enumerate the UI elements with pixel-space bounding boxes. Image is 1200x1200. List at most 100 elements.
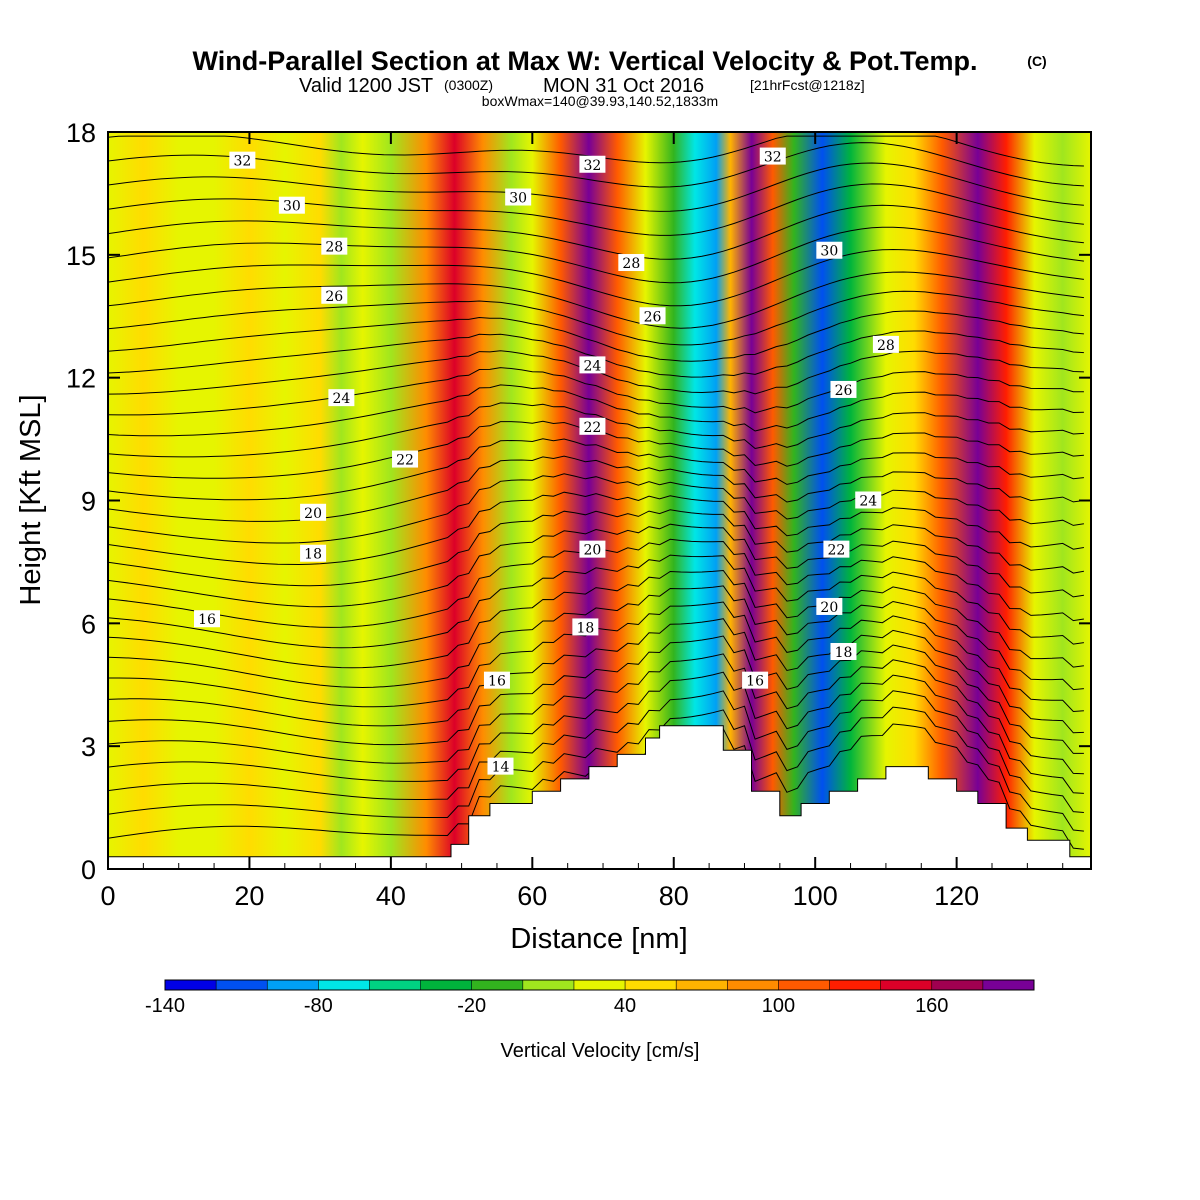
theta-contour-line bbox=[108, 473, 1084, 544]
x-tick-label: 100 bbox=[793, 881, 838, 911]
colorbar-swatch bbox=[318, 980, 370, 990]
contour-label-text: 28 bbox=[877, 338, 895, 354]
contour-label: 18 bbox=[572, 618, 599, 636]
x-tick-label: 80 bbox=[659, 881, 689, 911]
contour-label-text: 32 bbox=[764, 150, 782, 166]
contour-label-text: 16 bbox=[198, 612, 216, 628]
contour-label: 28 bbox=[321, 237, 348, 256]
theta-contour-line bbox=[108, 618, 1084, 734]
valid-time: Valid 1200 JST bbox=[299, 75, 433, 97]
colorbar-swatch bbox=[420, 980, 473, 990]
colorbar-swatch bbox=[625, 980, 677, 990]
theta-contour-line bbox=[108, 491, 1084, 566]
colorbar-swatch bbox=[829, 980, 882, 990]
y-tick-label: 0 bbox=[81, 855, 96, 885]
contour-label: 18 bbox=[300, 544, 327, 563]
contour-label: 28 bbox=[618, 254, 645, 272]
contour-label: 32 bbox=[579, 155, 606, 174]
contour-label-text: 32 bbox=[233, 154, 251, 170]
contour-label-text: 24 bbox=[332, 391, 350, 407]
contour-label-text: 20 bbox=[584, 543, 602, 559]
colorbar-swatch bbox=[778, 980, 831, 990]
x-tick-label: 60 bbox=[517, 881, 547, 911]
contour-label-text: 28 bbox=[622, 256, 640, 272]
colorbar-tick-label: 40 bbox=[614, 995, 636, 1017]
colorbar bbox=[164, 979, 1035, 991]
contour-label: 26 bbox=[321, 286, 348, 305]
colorbar-swatch bbox=[727, 980, 779, 990]
contour-label: 22 bbox=[392, 450, 419, 469]
contour-label-text: 22 bbox=[584, 420, 602, 436]
colorbar-swatch bbox=[676, 980, 728, 990]
colorbar-swatch bbox=[471, 980, 524, 990]
theta-contour-line bbox=[108, 635, 1084, 754]
y-tick-label: 6 bbox=[81, 609, 96, 639]
contour-label-text: 30 bbox=[283, 199, 301, 215]
contour-label: 14 bbox=[487, 757, 514, 776]
colorbar-swatch bbox=[216, 980, 268, 990]
forecast-info: [21hrFcst@1218z] bbox=[750, 77, 865, 93]
contour-label: 26 bbox=[830, 380, 857, 399]
contour-label-text: 32 bbox=[584, 158, 602, 174]
theta-contour-line bbox=[108, 402, 1084, 458]
colorbar-tick-labels: -140 -80 -20 40 100 160 bbox=[145, 995, 948, 1017]
theta-contour-line bbox=[108, 455, 1084, 522]
x-axis-label: Distance [nm] bbox=[510, 923, 687, 955]
contour-labels: 32 30 28 26 24 22 20 18 16 32 30 28 26 24 22 20 18 16 14 32… bbox=[194, 147, 899, 776]
contour-label-text: 20 bbox=[820, 600, 838, 616]
x-tick-label: 120 bbox=[934, 881, 979, 911]
contour-label-text: 26 bbox=[325, 289, 343, 305]
theta-contour-line bbox=[108, 585, 1084, 691]
y-axis-label: Height [Kft MSL] bbox=[15, 394, 47, 605]
theta-contour-line bbox=[108, 162, 1084, 212]
contour-label-text: 18 bbox=[835, 645, 853, 661]
colorbar-tick-label: 100 bbox=[762, 995, 795, 1017]
x-tick-label: 40 bbox=[376, 881, 406, 911]
contour-label: 18 bbox=[830, 642, 857, 661]
theta-contour-line bbox=[108, 290, 1084, 346]
y-tick-label: 15 bbox=[66, 241, 96, 271]
colorbar-label: Vertical Velocity [cm/s] bbox=[501, 1040, 700, 1062]
colorbar-frame bbox=[164, 979, 1035, 991]
contour-label: 16 bbox=[483, 671, 510, 690]
contour-label: 24 bbox=[328, 389, 355, 407]
valid-date: MON 31 Oct 2016 bbox=[543, 75, 704, 97]
theta-contour-line bbox=[108, 554, 1084, 649]
contour-label: 30 bbox=[278, 196, 305, 215]
x-tick-label: 0 bbox=[100, 881, 115, 911]
contour-label-text: 18 bbox=[576, 620, 594, 636]
contour-label: 30 bbox=[816, 241, 843, 260]
terrain-mask bbox=[108, 725, 1091, 869]
colorbar-tick-label: -20 bbox=[457, 995, 486, 1017]
contour-label: 22 bbox=[579, 417, 606, 436]
y-tick-label: 18 bbox=[66, 118, 96, 148]
contour-label: 24 bbox=[855, 491, 882, 510]
contour-label-text: 16 bbox=[488, 674, 506, 690]
theta-contour-line bbox=[108, 248, 1084, 307]
contour-label-text: 28 bbox=[325, 240, 343, 256]
contour-label-text: 22 bbox=[396, 453, 414, 469]
contour-label: 32 bbox=[229, 151, 256, 170]
contour-label-text: 30 bbox=[509, 191, 527, 207]
theta-contour-line bbox=[108, 367, 1084, 416]
chart-title: Wind-Parallel Section at Max W: Vertical… bbox=[193, 46, 978, 76]
contour-label: 32 bbox=[759, 147, 786, 166]
colorbar-swatch bbox=[165, 980, 217, 990]
theta-contour-line bbox=[108, 271, 1084, 329]
contour-label: 22 bbox=[823, 540, 850, 559]
contour-label: 28 bbox=[872, 335, 899, 354]
theta-contour-line bbox=[108, 509, 1084, 587]
x-tick-label: 20 bbox=[234, 881, 264, 911]
theta-contour-line bbox=[108, 204, 1084, 260]
velocity-field bbox=[108, 132, 1091, 869]
contour-label-text: 22 bbox=[827, 543, 845, 559]
colorbar-swatch bbox=[267, 980, 319, 990]
copyright-mark: (C) bbox=[1027, 53, 1046, 69]
colorbar-swatch bbox=[522, 980, 575, 990]
contour-label-text: 26 bbox=[644, 309, 662, 325]
theta-contour-line bbox=[108, 569, 1084, 669]
contour-label: 24 bbox=[579, 356, 606, 374]
theta-contour-line bbox=[108, 438, 1084, 501]
theta-contour-line bbox=[108, 523, 1084, 608]
